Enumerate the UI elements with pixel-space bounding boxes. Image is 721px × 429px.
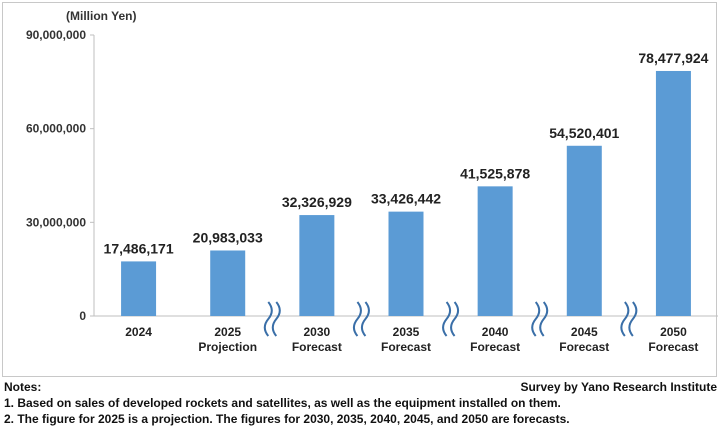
data-label: 17,486,171 xyxy=(104,240,174,256)
axis-break-mark xyxy=(442,301,452,337)
y-tick-label: 90,000,000 xyxy=(26,28,86,42)
bar-2024 xyxy=(121,261,157,316)
y-tick-label: 30,000,000 xyxy=(26,215,86,229)
bar-2025 xyxy=(210,250,246,316)
x-tick-label: 2035 xyxy=(393,325,420,339)
axis-break-mark xyxy=(539,301,549,337)
data-label: 20,983,033 xyxy=(193,229,263,245)
y-tick-label: 60,000,000 xyxy=(26,122,86,136)
x-tick-label: 2040 xyxy=(482,325,509,339)
x-tick-label: Forecast xyxy=(381,340,431,354)
note-line-2: 2. The figure for 2025 is a projection. … xyxy=(4,412,570,426)
y-tick-label: 0 xyxy=(79,309,86,323)
notes-heading: Notes: xyxy=(4,380,42,394)
bar-2045 xyxy=(566,145,602,316)
x-tick-label: Projection xyxy=(198,340,257,354)
chart-frame xyxy=(2,2,717,377)
axis-break-mark xyxy=(628,301,638,337)
axis-break-mark xyxy=(620,301,630,337)
bar-2030 xyxy=(299,215,335,316)
bar-chart: 0 30,000,000 60,000,000 90,000,000 17,486,17… xyxy=(26,28,718,354)
axis-break-mark xyxy=(271,301,281,337)
axis-break-mark xyxy=(360,301,370,337)
x-tick-label: 2025 xyxy=(214,325,241,339)
x-tick-label: Forecast xyxy=(292,340,342,354)
x-tick-label: 2024 xyxy=(125,325,152,339)
data-label: 54,520,401 xyxy=(549,125,619,141)
data-label: 32,326,929 xyxy=(282,194,352,210)
source-credit: Survey by Yano Research Institute xyxy=(520,380,717,394)
x-tick-label: Forecast xyxy=(648,340,698,354)
axis-break-mark xyxy=(263,301,273,337)
bar-2050 xyxy=(655,70,691,316)
x-tick-label: 2050 xyxy=(660,325,687,339)
x-tick-label: 2030 xyxy=(304,325,331,339)
x-tick-label: Forecast xyxy=(470,340,520,354)
data-label: 41,525,878 xyxy=(460,165,530,181)
data-label: 33,426,442 xyxy=(371,191,441,207)
y-axis-unit-label: (Million Yen) xyxy=(66,9,137,23)
data-label: 78,477,924 xyxy=(638,50,708,66)
x-tick-label: 2045 xyxy=(571,325,598,339)
bar-2035 xyxy=(388,211,424,316)
axis-break-mark xyxy=(450,301,460,337)
bar-2040 xyxy=(477,186,513,316)
axis-break-mark xyxy=(352,301,362,337)
axis-break-mark xyxy=(531,301,541,337)
note-line-1: 1. Based on sales of developed rockets a… xyxy=(4,396,561,410)
x-tick-label: Forecast xyxy=(559,340,609,354)
